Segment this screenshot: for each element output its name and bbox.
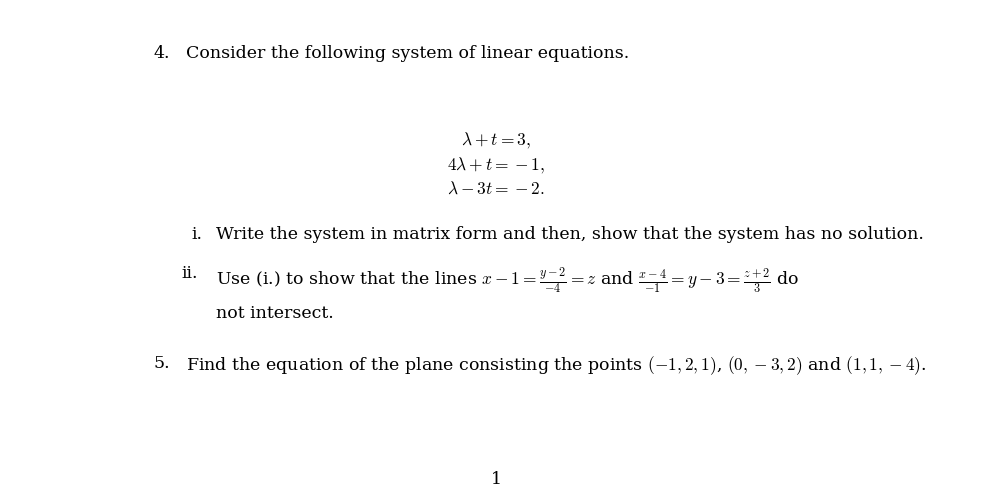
Text: Use (i.) to show that the lines $x - 1 = \frac{y - 2}{-4} = z$ and $\frac{x - 4}: Use (i.) to show that the lines $x - 1 =… <box>216 265 800 296</box>
Text: $\lambda + t = 3,$: $\lambda + t = 3,$ <box>461 131 531 151</box>
Text: 4.: 4. <box>154 45 171 62</box>
Text: ii.: ii. <box>182 265 198 282</box>
Text: not intersect.: not intersect. <box>216 305 334 322</box>
Text: 5.: 5. <box>154 355 171 372</box>
Text: Find the equation of the plane consisting the points $(-1, 2, 1)$, $(0, -3, 2)$ : Find the equation of the plane consistin… <box>186 355 927 377</box>
Text: Write the system in matrix form and then, show that the system has no solution.: Write the system in matrix form and then… <box>216 226 925 243</box>
Text: 1: 1 <box>490 471 502 488</box>
Text: $\lambda - 3t = -2.$: $\lambda - 3t = -2.$ <box>447 181 545 198</box>
Text: Consider the following system of linear equations.: Consider the following system of linear … <box>186 45 630 62</box>
Text: i.: i. <box>191 226 202 243</box>
Text: $4\lambda + t = -1,$: $4\lambda + t = -1,$ <box>447 156 545 176</box>
